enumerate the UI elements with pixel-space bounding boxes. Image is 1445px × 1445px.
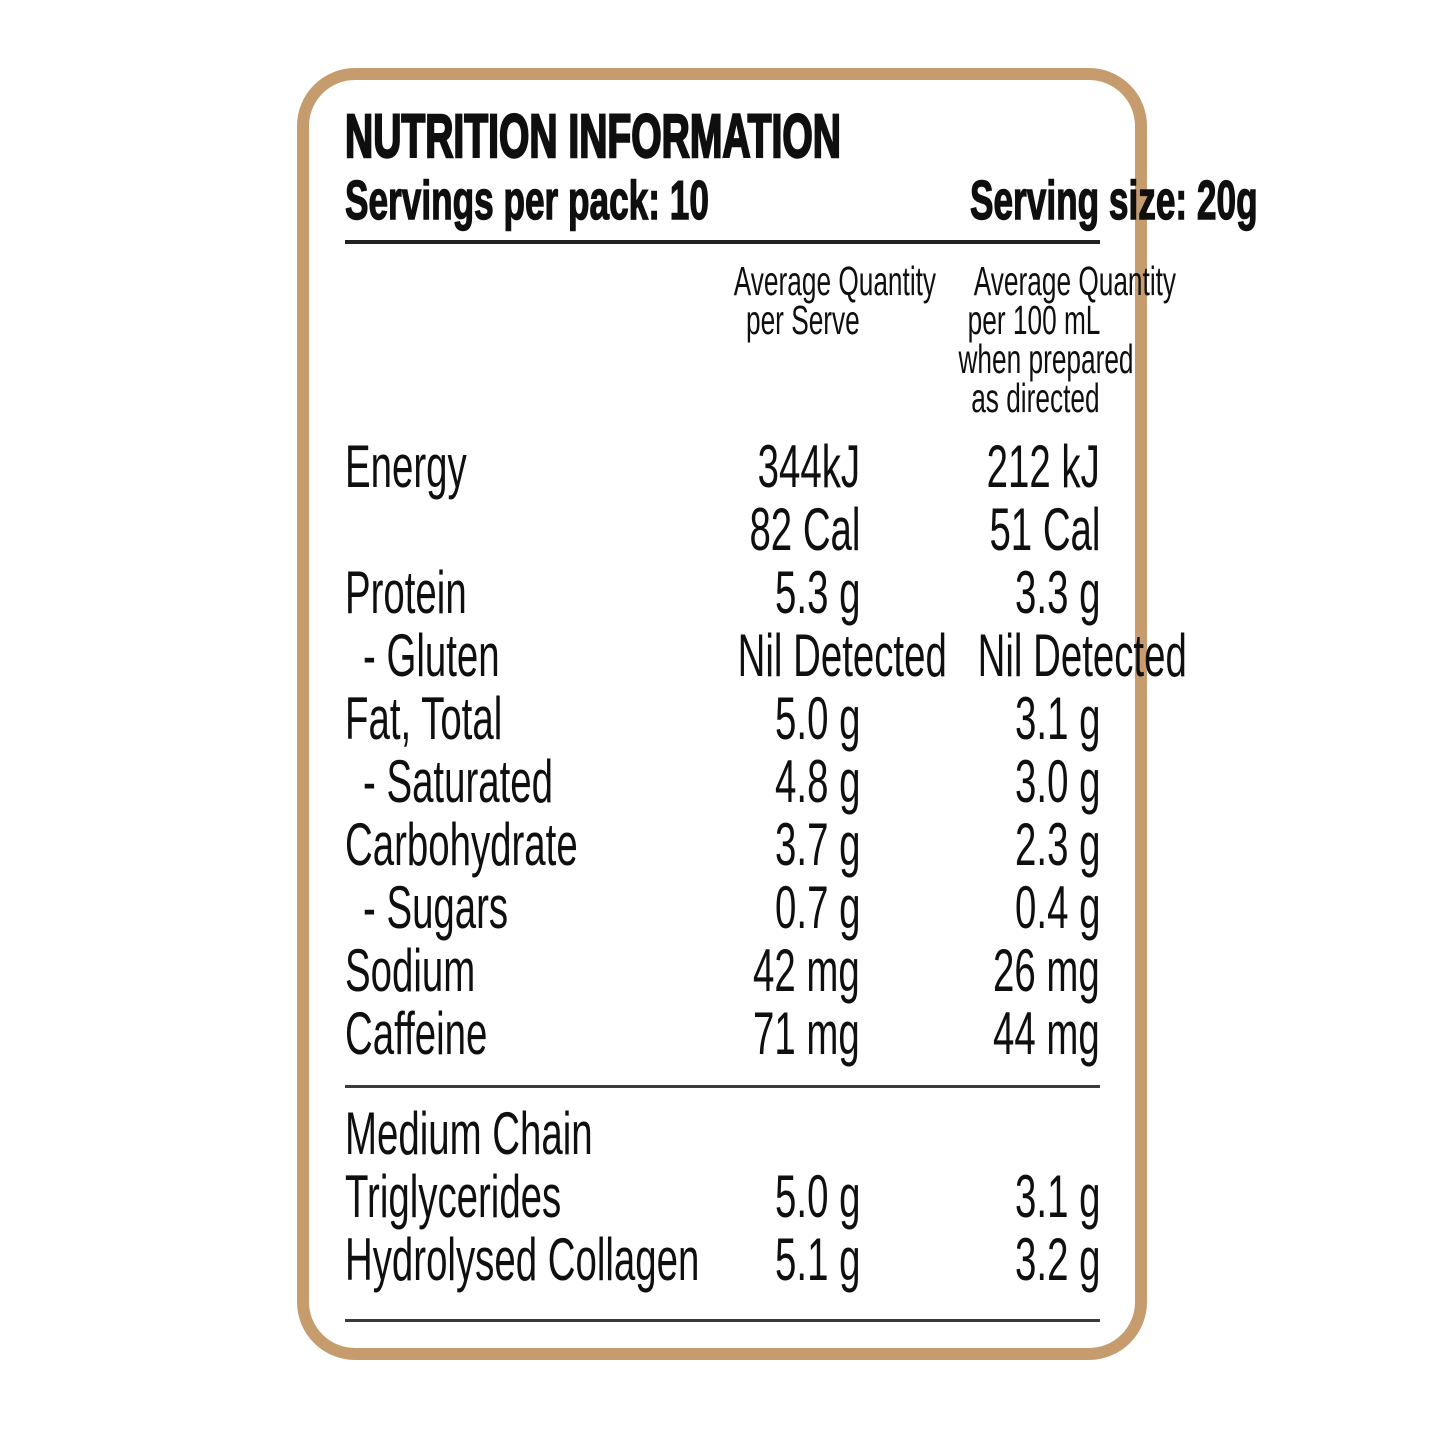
supplement-table-body: Medium Chain Triglycerides 5.0 g 3.1 g H… — [345, 1102, 1100, 1291]
value-per-100ml: 3.3 g — [1014, 559, 1100, 626]
value-per-100ml: 51 Cal — [989, 496, 1100, 563]
table-row: Triglycerides 5.0 g 3.1 g — [345, 1165, 1100, 1228]
divider-top — [345, 240, 1100, 244]
nutrient-name: - Gluten — [363, 622, 500, 689]
nutrient-name: - Sugars — [363, 874, 509, 941]
table-row: - Gluten Nil Detected Nil Detected — [345, 622, 1187, 689]
value-per-100ml: 3.1 g — [1014, 1163, 1100, 1230]
value-per-100ml: Nil Detected — [977, 622, 1187, 689]
nutrient-name: - Saturated — [363, 748, 553, 815]
value-per-serve: 5.0 g — [774, 685, 860, 752]
header-line: per Serve — [746, 297, 860, 343]
value-per-100ml: 26 mg — [993, 937, 1100, 1004]
header-line: per 100 mL — [967, 297, 1100, 343]
nutrient-name: Fat, Total — [345, 685, 503, 752]
value-per-100ml: 44 mg — [993, 1000, 1100, 1067]
page-title: NUTRITION INFORMATION — [344, 102, 1100, 170]
table-row: Hydrolysed Collagen 5.1 g 3.2 g — [345, 1228, 1100, 1291]
table-row: Carbohydrate 3.7 g 2.3 g — [345, 813, 1100, 876]
value-per-serve: 3.7 g — [774, 811, 860, 878]
value-per-100ml: 212 kJ — [986, 433, 1100, 500]
header-line: when prepared — [958, 336, 1134, 382]
nutrient-name: Hydrolysed Collagen — [345, 1226, 700, 1293]
serving-info-line: Servings per pack: 10 Serving size: 20g — [345, 169, 1258, 231]
table-row: Medium Chain — [345, 1102, 1100, 1165]
nutrition-table-body: Energy 344kJ 212 kJ 82 Cal 51 Cal Protei… — [345, 435, 1187, 1065]
value-per-serve: 344kJ — [757, 433, 860, 500]
value-per-100ml: 3.0 g — [1014, 748, 1100, 815]
nutrition-information-panel: NUTRITION INFORMATION Servings per pack:… — [297, 68, 1258, 1360]
divider-middle — [345, 1085, 1100, 1088]
header-line: as directed — [971, 375, 1100, 421]
value-per-serve: 0.7 g — [774, 874, 860, 941]
value-per-100ml: 3.2 g — [1014, 1226, 1100, 1293]
value-per-serve: 82 Cal — [749, 496, 860, 563]
table-row: Sodium 42 mg 26 mg — [345, 939, 1100, 1002]
header-line: Average Quantity — [733, 258, 937, 304]
table-row: Fat, Total 5.0 g 3.1 g — [345, 687, 1100, 750]
value-per-serve: 5.1 g — [774, 1226, 860, 1293]
divider-bottom — [345, 1319, 1100, 1322]
table-row: - Sugars 0.7 g 0.4 g — [345, 876, 1100, 939]
header-line: Average Quantity — [973, 258, 1177, 304]
value-per-serve: 5.3 g — [774, 559, 860, 626]
nutrient-name: Triglycerides — [345, 1163, 562, 1230]
value-per-100ml: 3.1 g — [1014, 685, 1100, 752]
page-title-text: NUTRITION INFORMATION — [344, 102, 841, 170]
nutrient-name: Energy — [345, 433, 467, 500]
servings-per-pack-label: Servings per pack: 10 — [345, 169, 710, 231]
serving-size-label: Serving size: 20g — [969, 169, 1258, 231]
value-per-serve: 71 mg — [753, 1000, 860, 1067]
value-per-serve: 42 mg — [753, 937, 860, 1004]
table-row: Energy 344kJ 212 kJ — [345, 435, 1100, 498]
nutrient-name: Medium Chain — [345, 1100, 593, 1167]
table-header-row: Average Quantity per Serve Average Quant… — [345, 261, 1176, 421]
value-per-serve: Nil Detected — [737, 622, 947, 689]
value-per-serve: 5.0 g — [774, 1163, 860, 1230]
table-row: Caffeine 71 mg 44 mg — [345, 1002, 1100, 1065]
value-per-100ml: 0.4 g — [1014, 874, 1100, 941]
table-row: 82 Cal 51 Cal — [345, 498, 1100, 561]
table-row: Protein 5.3 g 3.3 g — [345, 561, 1100, 624]
column-header-per-serve: Average Quantity per Serve — [620, 261, 936, 343]
value-per-100ml: 2.3 g — [1014, 811, 1100, 878]
nutrient-name: Caffeine — [345, 1000, 488, 1067]
nutrient-name: Carbohydrate — [345, 811, 578, 878]
value-per-serve: 4.8 g — [774, 748, 860, 815]
table-row: - Saturated 4.8 g 3.0 g — [345, 750, 1100, 813]
nutrient-name: Sodium — [345, 937, 476, 1004]
column-header-per-100ml: Average Quantity per 100 mL when prepare… — [860, 261, 1176, 421]
nutrient-name: Protein — [345, 559, 467, 626]
